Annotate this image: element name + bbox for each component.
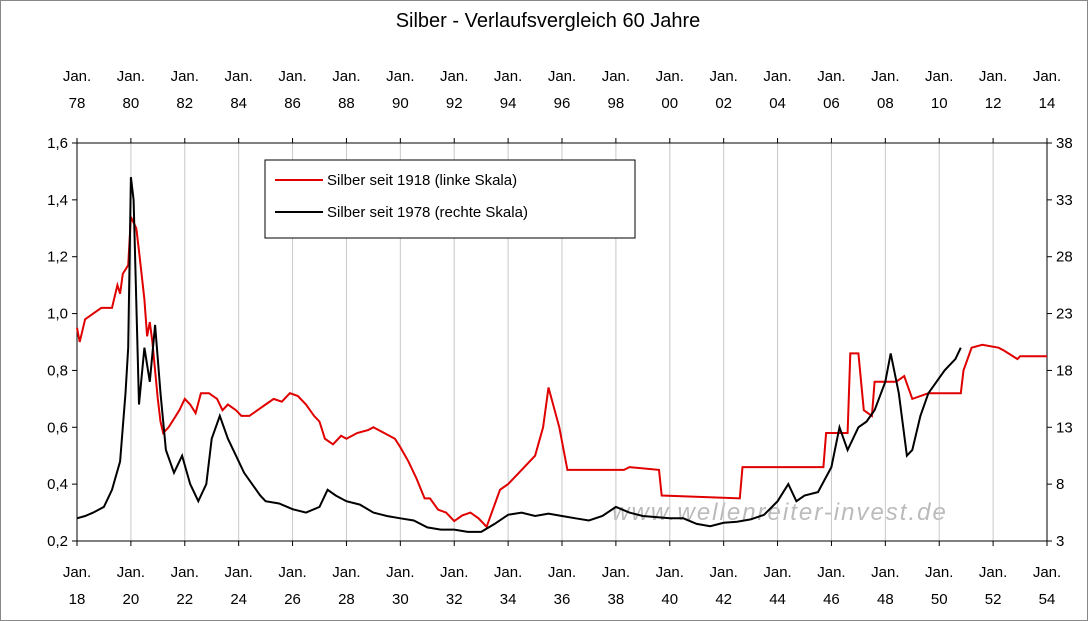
x2-tick-label: Jan. 08 <box>871 68 899 112</box>
x-tick-label: Jan. 40 <box>656 564 684 608</box>
y-tick-label: 1,4 <box>47 192 68 209</box>
x2-tick-label: Jan. 98 <box>602 68 630 112</box>
x-tick-label: Jan. 54 <box>1033 564 1061 608</box>
x-tick-label: Jan. 28 <box>332 564 360 608</box>
x-tick-label: Jan. 26 <box>278 564 306 608</box>
series-line <box>76 176 962 533</box>
x2-tick-label: Jan. 84 <box>224 68 252 112</box>
legend <box>264 159 636 239</box>
x2-tick-label: Jan. 94 <box>494 68 522 112</box>
y2-tick-label: 8 <box>1056 476 1064 493</box>
y2-tick-label: 33 <box>1056 192 1073 209</box>
x-tick-label: Jan. 44 <box>763 564 791 608</box>
y2-tick-label: 28 <box>1056 249 1073 266</box>
x2-tick-label: Jan. 90 <box>386 68 414 112</box>
x2-tick-label: Jan. 02 <box>709 68 737 112</box>
y-tick-label: 1,6 <box>47 135 68 152</box>
y2-tick-label: 3 <box>1056 533 1064 550</box>
x-tick-label: Jan. 34 <box>494 564 522 608</box>
y2-tick-label: 23 <box>1056 306 1073 323</box>
x-tick-label: Jan. 38 <box>602 564 630 608</box>
y-tick-label: 0,6 <box>47 419 68 436</box>
x-tick-label: Jan. 50 <box>925 564 953 608</box>
x-tick-label: Jan. 18 <box>63 564 91 608</box>
x2-tick-label: Jan. 88 <box>332 68 360 112</box>
x-tick-label: Jan. 32 <box>440 564 468 608</box>
x2-tick-label: Jan. 82 <box>171 68 199 112</box>
y2-tick-label: 38 <box>1056 135 1073 152</box>
x2-tick-label: Jan. 04 <box>763 68 791 112</box>
y-tick-label: 0,2 <box>47 533 68 550</box>
y-tick-label: 0,8 <box>47 362 68 379</box>
legend-label: Silber seit 1978 (rechte Skala) <box>327 204 528 221</box>
y2-tick-label: 13 <box>1056 419 1073 436</box>
x-tick-label: Jan. 30 <box>386 564 414 608</box>
x2-tick-label: Jan. 10 <box>925 68 953 112</box>
x2-tick-label: Jan. 80 <box>117 68 145 112</box>
x-tick-label: Jan. 36 <box>548 564 576 608</box>
x2-tick-label: Jan. 92 <box>440 68 468 112</box>
x-tick-label: Jan. 24 <box>224 564 252 608</box>
series-line <box>76 216 1047 529</box>
plot-area <box>76 142 1048 542</box>
y-tick-label: 0,4 <box>47 476 68 493</box>
x-tick-label: Jan. 46 <box>817 564 845 608</box>
y-tick-label: 1,0 <box>47 306 68 323</box>
chart-title: Silber - Verlaufsvergleich 60 Jahre <box>396 10 701 32</box>
x2-tick-label: Jan. 06 <box>817 68 845 112</box>
x2-tick-label: Jan. 14 <box>1033 68 1061 112</box>
x-tick-label: Jan. 48 <box>871 564 899 608</box>
legend-label: Silber seit 1918 (linke Skala) <box>327 172 517 189</box>
x2-tick-label: Jan. 86 <box>278 68 306 112</box>
x-tick-label: Jan. 20 <box>117 564 145 608</box>
x2-tick-label: Jan. 96 <box>548 68 576 112</box>
watermark: www.wellenreiter-invest.de <box>612 499 948 526</box>
x2-tick-label: Jan. 00 <box>656 68 684 112</box>
x-tick-label: Jan. 52 <box>979 564 1007 608</box>
y2-tick-label: 18 <box>1056 362 1073 379</box>
x2-tick-label: Jan. 78 <box>63 68 91 112</box>
x-tick-label: Jan. 42 <box>709 564 737 608</box>
y-tick-label: 1,2 <box>47 249 68 266</box>
x2-tick-label: Jan. 12 <box>979 68 1007 112</box>
x-tick-label: Jan. 22 <box>171 564 199 608</box>
